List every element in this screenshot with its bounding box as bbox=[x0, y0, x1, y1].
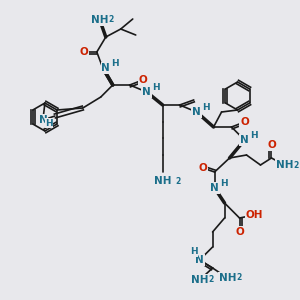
Text: H: H bbox=[152, 83, 160, 92]
Text: H: H bbox=[202, 103, 209, 112]
Text: O: O bbox=[240, 117, 249, 127]
Text: N: N bbox=[192, 107, 201, 117]
Text: N: N bbox=[210, 183, 219, 193]
Text: NH: NH bbox=[91, 15, 109, 25]
Text: N: N bbox=[101, 63, 110, 73]
Text: O: O bbox=[80, 47, 88, 57]
Text: H: H bbox=[45, 118, 53, 127]
Text: 2: 2 bbox=[208, 275, 214, 284]
Text: O: O bbox=[235, 227, 244, 237]
Text: OH: OH bbox=[246, 210, 263, 220]
Text: NH: NH bbox=[276, 160, 293, 170]
Text: H: H bbox=[111, 59, 118, 68]
Text: NH: NH bbox=[154, 176, 171, 186]
Text: H: H bbox=[220, 178, 227, 188]
Text: 2: 2 bbox=[293, 160, 299, 169]
Text: N: N bbox=[142, 87, 151, 97]
Text: 2: 2 bbox=[176, 176, 181, 185]
Text: N: N bbox=[38, 115, 47, 125]
Text: O: O bbox=[198, 163, 207, 173]
Text: 2: 2 bbox=[236, 274, 242, 283]
Text: H: H bbox=[250, 130, 257, 140]
Text: NH: NH bbox=[219, 273, 236, 283]
Text: O: O bbox=[138, 75, 147, 85]
Text: 2: 2 bbox=[109, 16, 114, 25]
Text: O: O bbox=[267, 140, 276, 150]
Text: N: N bbox=[240, 135, 249, 145]
Text: H: H bbox=[190, 248, 197, 256]
Text: N: N bbox=[195, 255, 204, 265]
Text: NH: NH bbox=[191, 275, 208, 285]
